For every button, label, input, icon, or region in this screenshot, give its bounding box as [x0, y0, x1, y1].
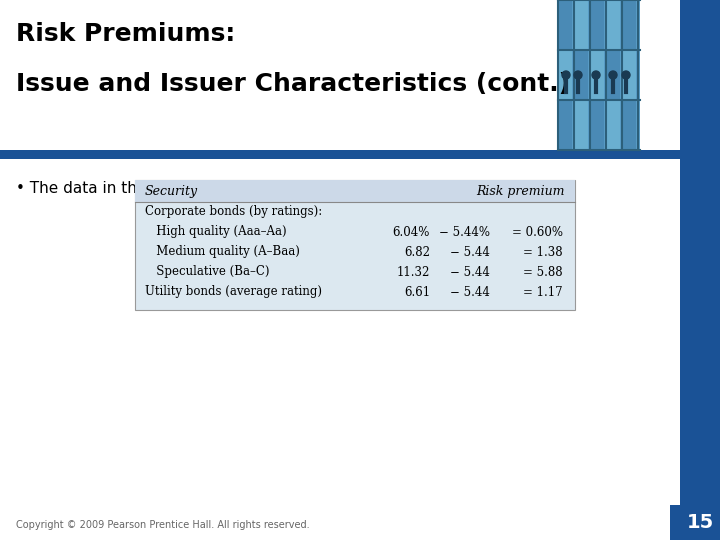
Bar: [670, 505, 680, 540]
Bar: [559, 101, 572, 149]
Bar: [591, 101, 604, 149]
Bar: [623, 51, 636, 99]
Text: − 5.44%: − 5.44%: [439, 226, 490, 239]
Text: Corporate bonds (by ratings):: Corporate bonds (by ratings):: [145, 206, 323, 219]
Bar: [623, 1, 636, 49]
Text: Issue and Issuer Characteristics (cont.): Issue and Issuer Characteristics (cont.): [16, 72, 570, 96]
Bar: [135, 180, 575, 202]
Bar: [575, 101, 588, 149]
Text: = 1.38: = 1.38: [523, 246, 563, 259]
Bar: [575, 1, 588, 49]
Bar: [575, 51, 588, 99]
Text: = 1.17: = 1.17: [523, 286, 563, 299]
Text: Risk Premiums:: Risk Premiums:: [16, 22, 235, 46]
Text: Utility bonds (average rating): Utility bonds (average rating): [145, 286, 322, 299]
Circle shape: [622, 71, 630, 79]
Circle shape: [592, 71, 600, 79]
Bar: [0, 150, 680, 159]
Circle shape: [609, 71, 617, 79]
Circle shape: [574, 71, 582, 79]
Text: • The data in the table below is from May 17, 2004.: • The data in the table below is from Ma…: [16, 181, 412, 196]
Bar: [607, 1, 620, 49]
Text: Medium quality (A–Baa): Medium quality (A–Baa): [145, 246, 300, 259]
Circle shape: [562, 71, 570, 79]
Bar: [591, 1, 604, 49]
Bar: [559, 51, 572, 99]
Bar: [135, 180, 575, 310]
Text: Risk premium: Risk premium: [477, 185, 565, 198]
Bar: [623, 101, 636, 149]
Text: Security: Security: [145, 185, 198, 198]
Text: − 5.44: − 5.44: [450, 266, 490, 279]
Text: = 0.60%: = 0.60%: [512, 226, 563, 239]
Text: High quality (Aaa–Aa): High quality (Aaa–Aa): [145, 226, 287, 239]
Text: − 5.44: − 5.44: [450, 286, 490, 299]
Bar: [558, 0, 640, 150]
Text: = 5.88: = 5.88: [523, 266, 563, 279]
Text: − 5.44: − 5.44: [450, 246, 490, 259]
Bar: [680, 0, 720, 540]
Text: 6.82: 6.82: [404, 246, 430, 259]
Text: 6.61: 6.61: [404, 286, 430, 299]
Text: Copyright © 2009 Pearson Prentice Hall. All rights reserved.: Copyright © 2009 Pearson Prentice Hall. …: [16, 520, 310, 530]
Bar: [591, 51, 604, 99]
Text: Speculative (Ba–C): Speculative (Ba–C): [145, 266, 269, 279]
Text: 6.04%: 6.04%: [392, 226, 430, 239]
Bar: [607, 51, 620, 99]
Bar: [607, 101, 620, 149]
Text: 15: 15: [686, 513, 714, 532]
Text: 11.32: 11.32: [397, 266, 430, 279]
Bar: [559, 1, 572, 49]
